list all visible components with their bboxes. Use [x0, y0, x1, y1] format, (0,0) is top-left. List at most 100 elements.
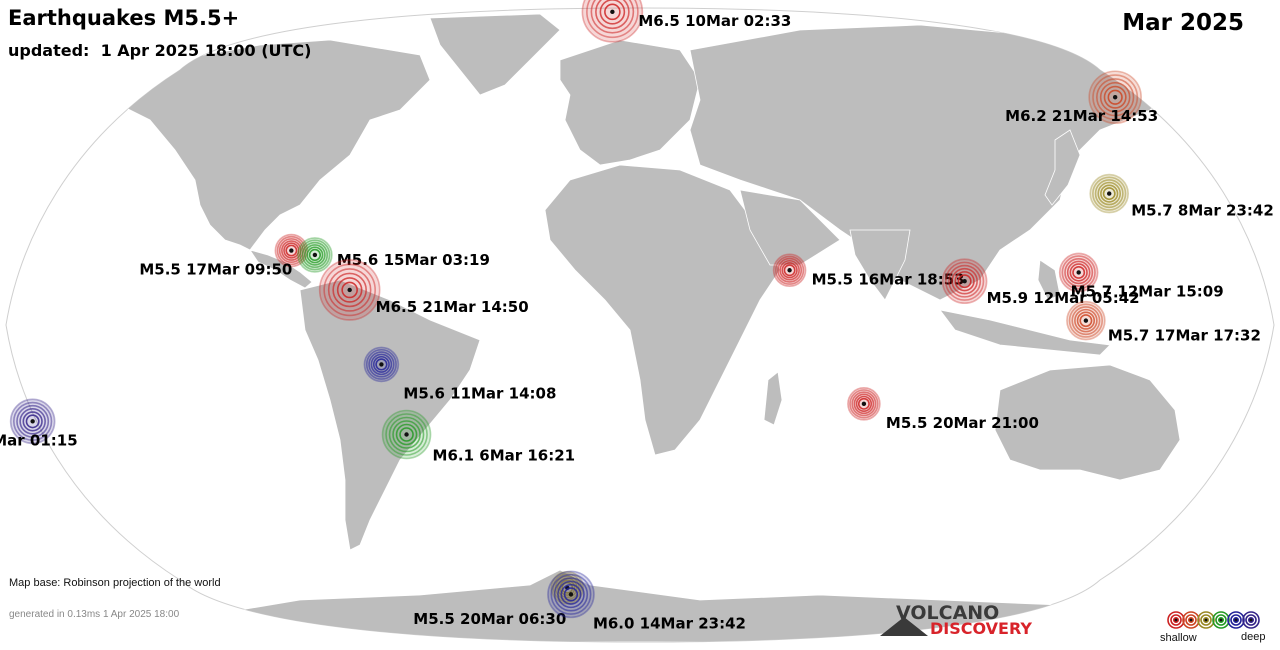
land-japan [1044, 129, 1081, 206]
quake-label: M5.5 16Mar 18:53 [812, 270, 965, 288]
quake-ring [1092, 176, 1127, 211]
quake-epicenter [1083, 318, 1089, 323]
quake-ring [395, 423, 418, 446]
earthquake-marker[interactable]: M5.7 12Mar 15:09 [1058, 252, 1224, 300]
quake-ring [1072, 265, 1086, 279]
quake-ring [308, 248, 322, 262]
quake-ring [1079, 314, 1093, 328]
quake-ring [948, 264, 982, 298]
quake-ring [552, 573, 582, 603]
land-south-america [299, 279, 481, 551]
quake-ring [1061, 255, 1096, 290]
earthquake-marker[interactable]: M5.6 15Mar 03:19 [297, 237, 490, 273]
quake-ring [599, 0, 626, 25]
quake-ring [1096, 78, 1135, 117]
land-india [849, 229, 911, 301]
quake-epicenter [312, 252, 318, 258]
quake-label: M5.6 11Mar 14:08 [403, 384, 556, 402]
quake-label: M5.5 17Mar 09:50 [139, 261, 292, 279]
volcano-icon [880, 617, 928, 636]
quake-ring [849, 389, 879, 419]
quake-epicenter [1112, 95, 1118, 100]
quake-epicenter [289, 248, 294, 253]
quake-ring [595, 0, 630, 30]
quake-ring [388, 416, 425, 453]
earthquake-marker[interactable]: M5.7 17Mar 17:32 [1066, 300, 1261, 345]
land-philippines [1037, 259, 1061, 301]
quake-ring [779, 259, 800, 281]
earthquake-markers: M6.5 10Mar 02:33 M6.2 21Mar 14:53 M5.7 8Ma… [0, 0, 1274, 632]
earthquake-marker[interactable]: M6.2 21Mar 14:53 [1005, 70, 1158, 125]
quake-label: M5.5 20Mar 06:30 [413, 610, 566, 628]
earthquake-marker[interactable]: M5.5 20Mar 06:30 [413, 570, 585, 628]
legend-depth-ring [1233, 617, 1240, 624]
earthquake-marker[interactable]: M5.5 16Mar 18:53 [772, 253, 965, 288]
quake-ring [957, 274, 972, 289]
earthquake-marker[interactable]: M5.5 20Mar 21:00 [847, 387, 1039, 432]
earthquake-marker[interactable]: M6.5 21Mar 14:50 [318, 259, 529, 321]
quake-ring [370, 353, 393, 376]
quake-epicenter [610, 9, 615, 15]
quake-ring [19, 408, 46, 435]
quake-ring [299, 239, 331, 271]
quake-epicenter [347, 287, 352, 293]
quake-label: M5.9 22Mar 01:15 [0, 431, 78, 449]
quake-ring [16, 404, 50, 438]
depth-legend: shallow deep [1158, 606, 1268, 646]
legend-depth-ring [1197, 611, 1215, 629]
earthquake-marker[interactable]: M6.5 10Mar 02:33 [581, 0, 791, 43]
earthquake-marker[interactable]: M5.7 8Mar 23:42 [1089, 173, 1274, 220]
quake-ring [781, 262, 798, 279]
month-label: Mar 2025 [1122, 10, 1244, 36]
legend-depth-ring [1187, 617, 1194, 624]
quake-ring [1066, 260, 1091, 285]
quake-ring [332, 272, 367, 308]
quake-label: M5.5 20Mar 21:00 [886, 414, 1039, 432]
earthquake-marker[interactable]: M5.5 17Mar 09:50 [139, 233, 309, 279]
quake-ring [1071, 306, 1101, 336]
quake-ring [853, 393, 875, 415]
quake-epicenter [1107, 191, 1112, 196]
logo-text-volcano: VOLCANO [896, 602, 1000, 624]
land-africa [544, 164, 781, 456]
legend-shallow-label: shallow [1160, 632, 1197, 644]
quake-epicenter [787, 268, 792, 273]
quake-label: M6.5 10Mar 02:33 [638, 12, 791, 30]
quake-epicenter [404, 432, 409, 437]
quake-label: M6.0 14Mar 23:42 [593, 614, 746, 632]
land-new-zealand [1227, 479, 1251, 526]
quake-ring [341, 281, 358, 299]
quake-ring [1099, 81, 1131, 113]
quake-ring [590, 0, 635, 34]
quake-epicenter [30, 419, 35, 424]
quake-ring [774, 255, 805, 285]
land-north-america [79, 39, 431, 251]
earthquake-marker[interactable]: M6.0 14Mar 23:42 [547, 570, 746, 632]
legend-depth-ring [1202, 617, 1209, 624]
quake-ring [604, 3, 621, 21]
legend-depth-ring [1242, 611, 1260, 629]
quake-ring [399, 427, 414, 442]
land-europe [559, 39, 701, 166]
earthquake-marker[interactable]: M6.1 6Mar 16:21 [381, 409, 576, 465]
legend-depth-ring [1227, 611, 1245, 629]
quake-ring [283, 242, 300, 259]
legend-depth-ring [1212, 611, 1230, 629]
earthquake-marker[interactable]: M5.9 12Mar 05:42 [941, 258, 1140, 307]
legend-depth-ring [1245, 614, 1257, 626]
land-indonesia [939, 309, 1111, 356]
quake-ring [951, 267, 978, 295]
updated-timestamp: updated: 1 Apr 2025 18:00 (UTC) [8, 41, 312, 60]
quake-ring [368, 351, 395, 378]
quake-ring [954, 271, 975, 292]
quake-ring [560, 583, 582, 605]
land-australia [994, 364, 1181, 481]
legend-depth-ring [1170, 614, 1182, 626]
volcano-discovery-logo[interactable]: VOLCANO DISCOVERY [880, 602, 1032, 639]
earthquake-marker[interactable]: M5.9 22Mar 01:15 [0, 398, 78, 449]
quake-label: M5.6 15Mar 03:19 [337, 251, 490, 269]
earthquake-marker[interactable]: M5.6 11Mar 14:08 [363, 346, 556, 402]
legend-depth-ring [1173, 617, 1180, 624]
quake-ring [557, 580, 585, 609]
quake-ring [944, 261, 985, 301]
